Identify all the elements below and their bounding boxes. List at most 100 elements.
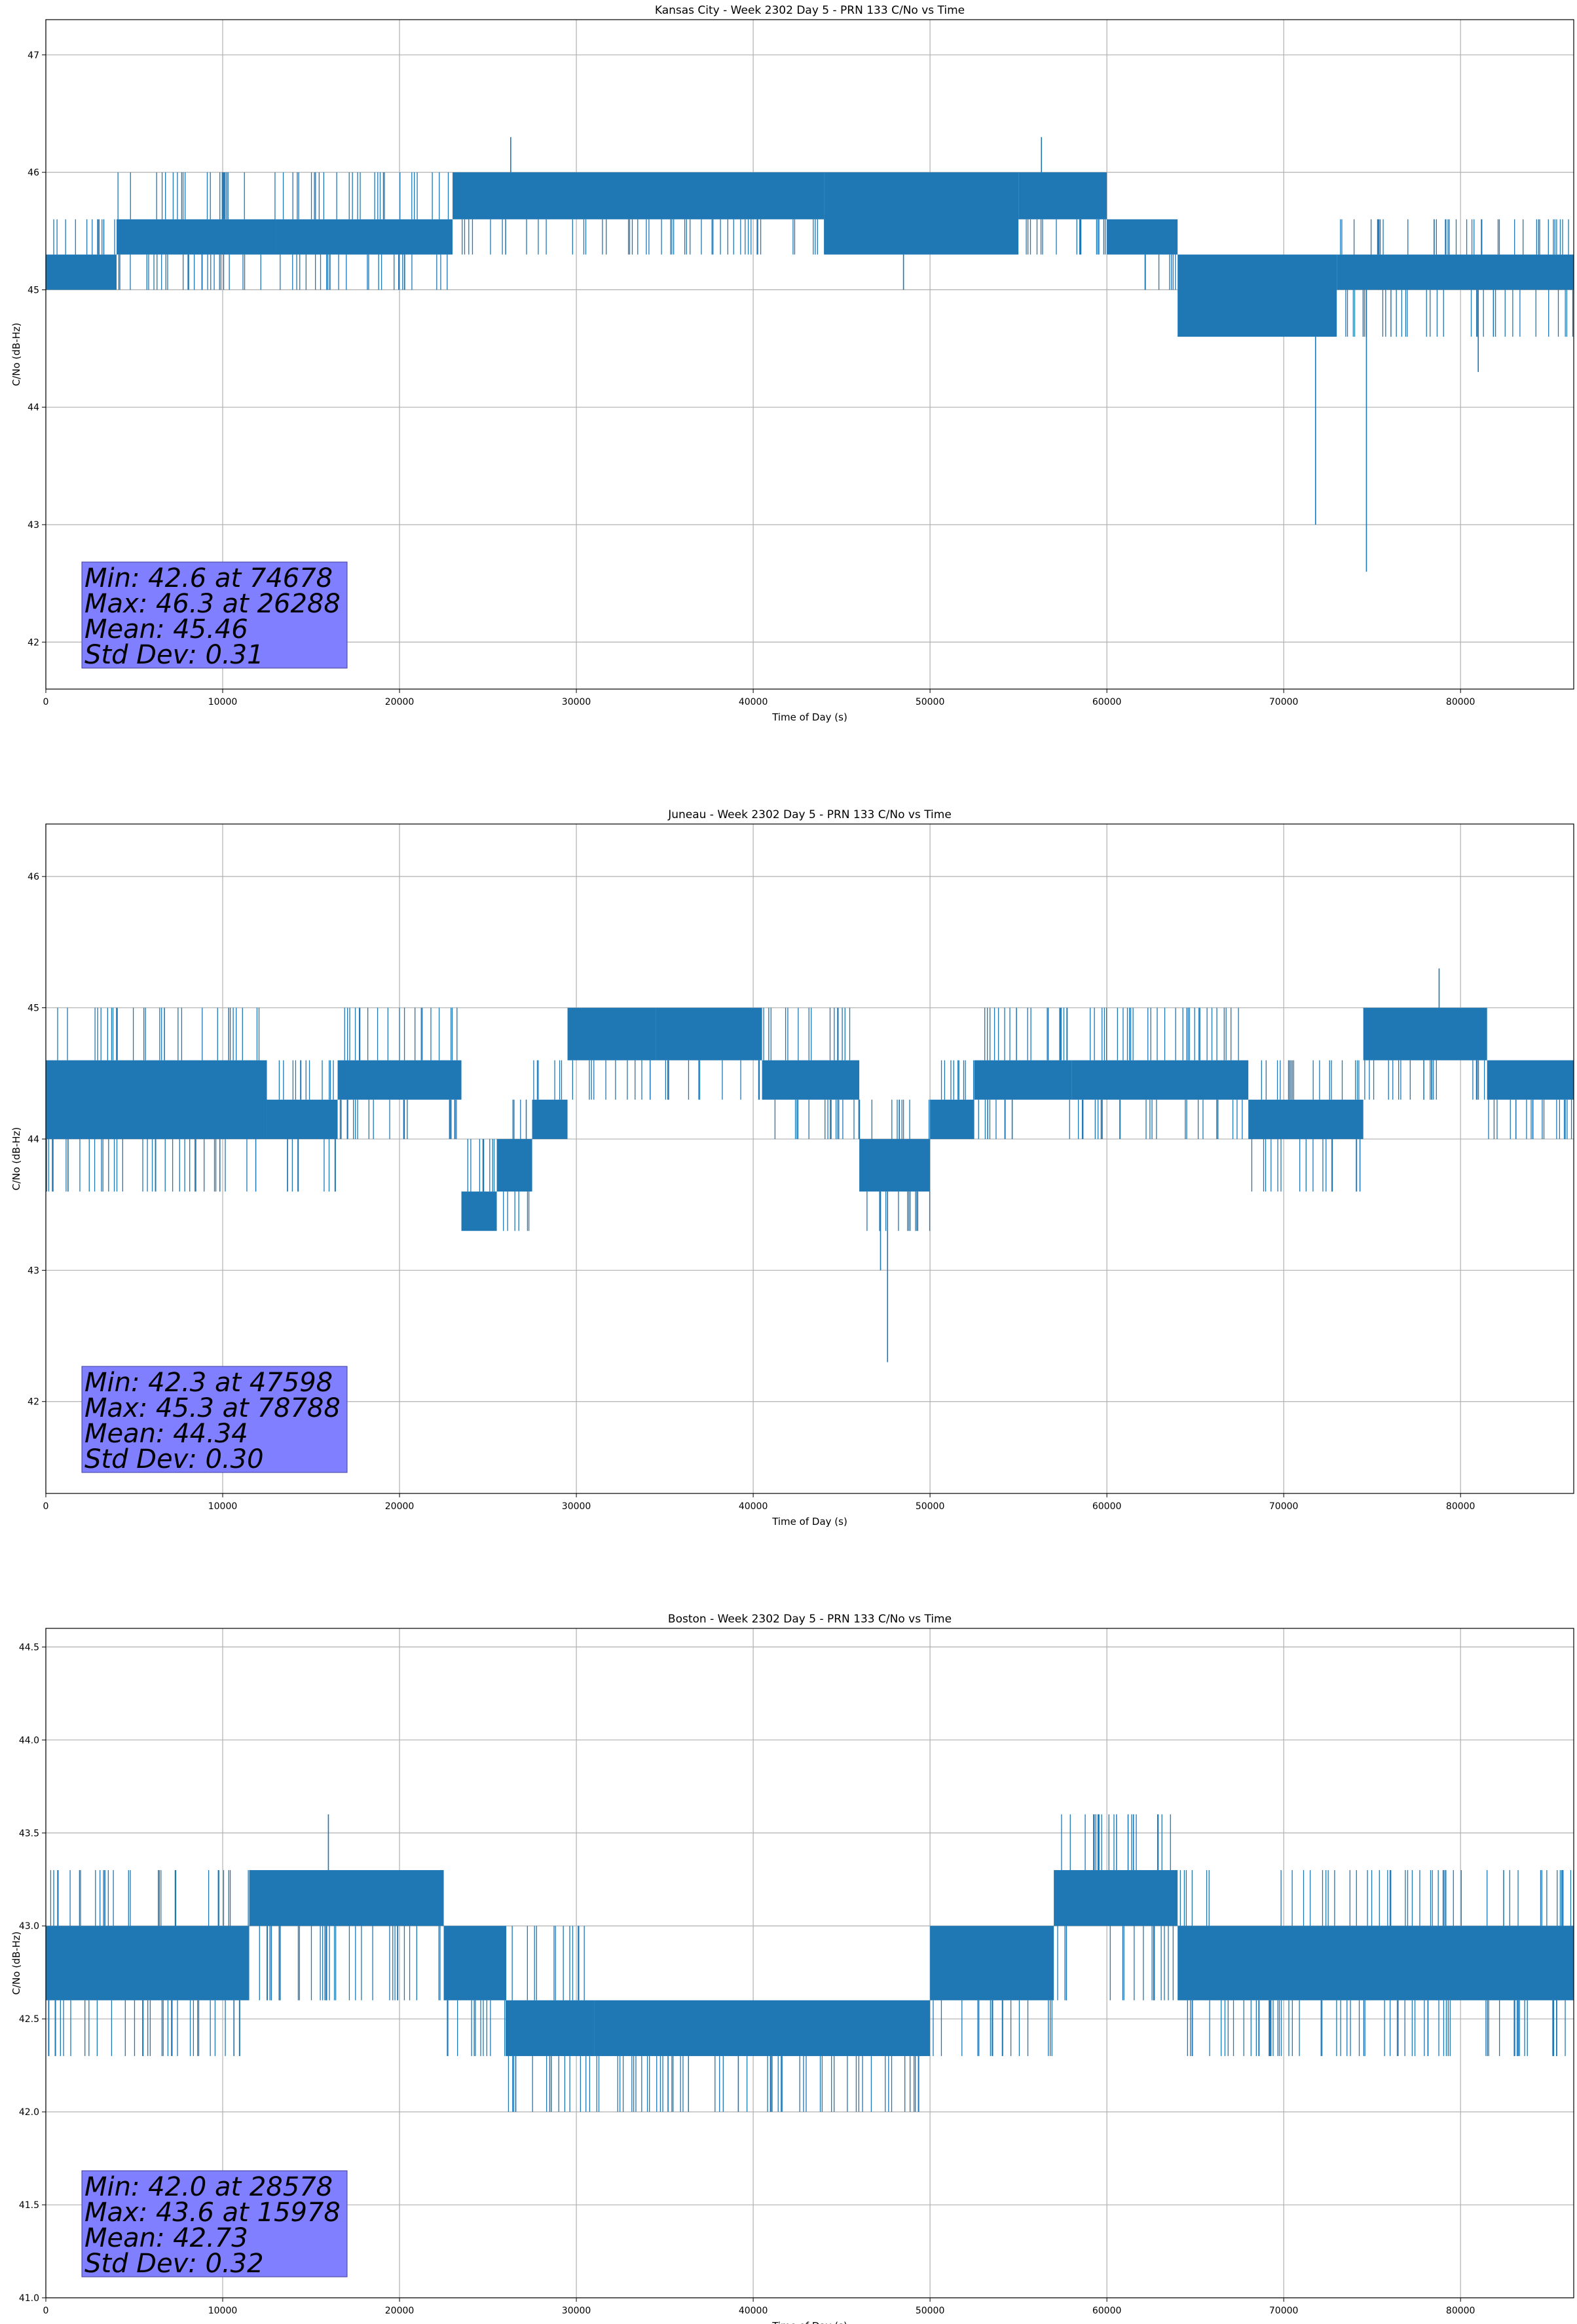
series-band (1018, 172, 1107, 219)
x-axis-label: Time of Day (s) (771, 711, 847, 723)
y-tick-label: 42.0 (19, 2107, 39, 2118)
x-tick-label: 20000 (385, 697, 415, 707)
stats-line: Mean: 42.73 (84, 2223, 248, 2253)
y-tick-label: 43 (28, 520, 39, 531)
y-tick-label: 45 (28, 1003, 39, 1014)
y-tick-label: 44.5 (19, 1642, 39, 1653)
x-tick-label: 70000 (1269, 2306, 1299, 2316)
plot-frame (45, 823, 1574, 1494)
y-tick-label: 44.0 (19, 1735, 39, 1746)
x-tick-label: 80000 (1446, 2306, 1475, 2316)
series-band (824, 172, 1019, 255)
stats-line: Max: 45.3 at 78788 (84, 1393, 341, 1423)
series-band (567, 1007, 656, 1060)
x-tick-label: 0 (43, 697, 49, 707)
x-tick-label: 50000 (916, 2306, 945, 2316)
chart-title: Kansas City - Week 2302 Day 5 - PRN 133 … (655, 4, 965, 17)
series-band (1071, 1060, 1249, 1100)
y-axis-label: C/No (dB-Hz) (10, 1932, 22, 1995)
series-band (930, 1099, 974, 1139)
series-band (453, 172, 825, 219)
x-tick-label: 80000 (1446, 1501, 1475, 1512)
x-tick-label: 60000 (1092, 697, 1122, 707)
x-tick-label: 0 (43, 1501, 49, 1512)
stats-line: Std Dev: 0.31 (84, 640, 264, 670)
x-tick-label: 30000 (562, 697, 591, 707)
x-axis-label: Time of Day (s) (771, 2320, 847, 2324)
series-band (496, 1138, 532, 1192)
series-band (249, 1870, 444, 1926)
series-band (46, 1926, 161, 2000)
series-line (46, 137, 1574, 572)
y-axis-label: C/No (dB-Hz) (10, 323, 22, 386)
series-band (1107, 219, 1178, 255)
y-tick-label: 43 (28, 1265, 39, 1276)
x-tick-label: 50000 (916, 697, 945, 707)
series-band (859, 1138, 931, 1192)
y-tick-label: 44 (28, 1134, 39, 1145)
x-tick-label: 70000 (1269, 697, 1299, 707)
series-band (276, 219, 453, 255)
x-tick-label: 60000 (1092, 2306, 1122, 2316)
series-band (152, 1060, 267, 1139)
series-band (506, 2000, 595, 2056)
y-tick-label: 43.0 (19, 1921, 39, 1932)
series-band (762, 1060, 860, 1100)
x-tick-label: 40000 (739, 2306, 768, 2316)
series-band (46, 254, 117, 290)
stats-line: Max: 46.3 at 26288 (84, 589, 341, 619)
series-band (1363, 1007, 1487, 1060)
series-band (46, 1060, 153, 1139)
stats-box (81, 561, 348, 669)
y-tick-label: 43.5 (19, 1828, 39, 1839)
y-tick-label: 42.5 (19, 2014, 39, 2025)
series-line (46, 1814, 1574, 2112)
series-band (1487, 1060, 1574, 1100)
x-tick-label: 80000 (1446, 697, 1475, 707)
series-band (443, 1926, 506, 2000)
y-tick-label: 42 (28, 1397, 39, 1408)
y-axis-label: C/No (dB-Hz) (10, 1127, 22, 1191)
series-band (594, 2000, 931, 2056)
x-tick-label: 50000 (916, 1501, 945, 1512)
series-band (117, 219, 276, 255)
x-tick-label: 30000 (562, 2306, 591, 2316)
stats-line: Min: 42.6 at 74678 (84, 563, 333, 593)
y-tick-label: 41.5 (19, 2200, 39, 2211)
y-tick-label: 46 (28, 168, 39, 178)
x-tick-label: 10000 (208, 697, 238, 707)
stats-line: Mean: 45.46 (84, 614, 248, 645)
plot-frame (45, 19, 1574, 690)
y-tick-label: 47 (28, 50, 39, 61)
x-tick-label: 20000 (385, 1501, 415, 1512)
y-tick-label: 42 (28, 637, 39, 648)
chart-title: Juneau - Week 2302 Day 5 - PRN 133 C/No … (667, 808, 952, 821)
stats-box (81, 2170, 348, 2277)
series-band (974, 1060, 1072, 1100)
x-tick-label: 70000 (1269, 1501, 1299, 1512)
series-line (46, 968, 1574, 1362)
series-band (1178, 1926, 1574, 2000)
stats-line: Std Dev: 0.32 (84, 2249, 264, 2279)
series-band (337, 1060, 462, 1100)
series-band (461, 1191, 497, 1231)
series-band (656, 1007, 762, 1060)
series-band (1054, 1870, 1178, 1926)
x-tick-label: 20000 (385, 2306, 415, 2316)
stats-box (81, 1366, 348, 1473)
series-band (160, 1926, 250, 2000)
series-band (930, 1926, 1054, 2000)
series-band (1248, 1099, 1364, 1139)
series-band (532, 1099, 568, 1139)
y-tick-label: 46 (28, 872, 39, 882)
stats-line: Std Dev: 0.30 (84, 1444, 264, 1474)
x-tick-label: 60000 (1092, 1501, 1122, 1512)
chart-panel-3: Boston - Week 2302 Day 5 - PRN 133 C/No … (10, 1613, 1574, 2324)
chart-panel-2: Juneau - Week 2302 Day 5 - PRN 133 C/No … (10, 808, 1574, 1527)
x-tick-label: 0 (43, 2306, 49, 2316)
series-band (1178, 254, 1337, 337)
x-tick-label: 30000 (562, 1501, 591, 1512)
stats-line: Min: 42.0 at 28578 (84, 2172, 333, 2202)
y-tick-label: 44 (28, 403, 39, 413)
